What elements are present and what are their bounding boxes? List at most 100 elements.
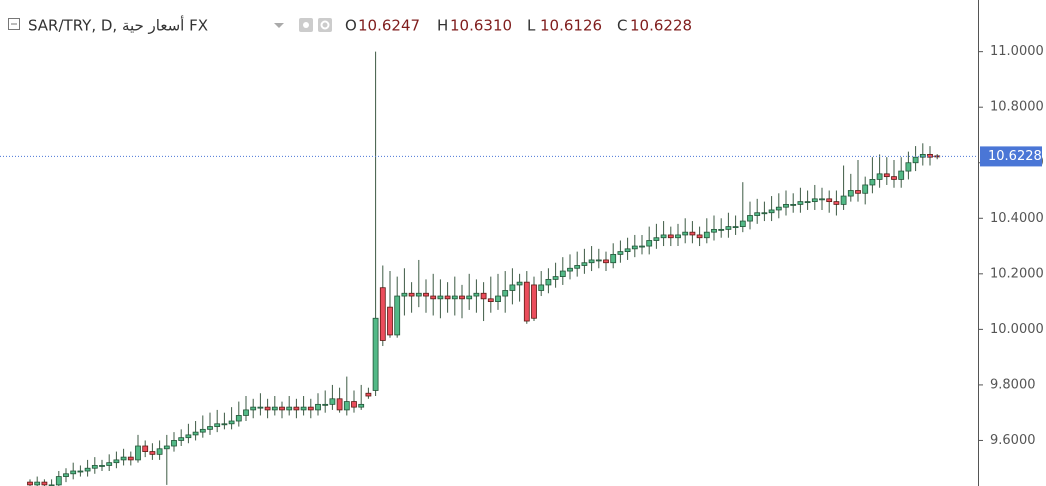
ohlc-value: 10.6310 — [450, 17, 512, 35]
candle-body — [91, 465, 98, 469]
candle-body — [394, 295, 401, 336]
candle-body — [667, 234, 674, 239]
candle-body — [451, 295, 458, 300]
ohlc-value: 10.6126 — [540, 17, 602, 35]
candle-body — [41, 481, 48, 486]
ohlc-name: C — [617, 17, 627, 35]
candle-body — [567, 267, 573, 272]
symbol-title: SAR/TRY, D, أسعار حية FX — [28, 16, 208, 35]
candle-body — [847, 190, 854, 197]
candle-body — [336, 398, 343, 411]
candle-body — [387, 306, 393, 336]
candle-body — [559, 270, 566, 278]
candle-body — [574, 265, 581, 269]
candle-body — [70, 470, 77, 475]
candle-body — [84, 467, 91, 472]
candle-body — [646, 240, 653, 247]
candle-body — [711, 228, 717, 233]
candle-body — [77, 470, 84, 473]
candle-body — [401, 292, 408, 297]
candle-body — [833, 201, 840, 205]
candle-body — [631, 245, 638, 250]
candle-body — [509, 284, 516, 291]
candle-body — [459, 295, 465, 300]
candle-body — [250, 406, 257, 411]
plot-area — [0, 51, 978, 486]
candle-body — [603, 259, 609, 264]
candle-body — [235, 415, 242, 422]
candle-body — [163, 445, 170, 450]
candle-body — [639, 245, 645, 248]
candle-body — [379, 287, 386, 341]
ohlc-legend: O 10.6247 H 10.6310 L 10.6126 C 10.6228 — [345, 17, 692, 35]
candle-body — [545, 278, 552, 286]
candle-body — [99, 465, 105, 467]
candle-body — [538, 284, 545, 291]
candle-body — [624, 248, 631, 253]
candle-body — [351, 401, 357, 408]
candle-body — [840, 195, 847, 205]
y-tick-label: 10.8000 — [990, 100, 1044, 115]
candle-body — [106, 462, 113, 466]
candle-body — [63, 473, 69, 477]
candle-body — [264, 406, 271, 411]
candle-body — [365, 392, 372, 397]
candle-body — [934, 155, 941, 158]
last-price-label: 10.6228 — [988, 149, 1042, 164]
candle-body — [199, 428, 206, 433]
settings-icon-gear — [320, 20, 330, 30]
candle-body — [761, 212, 768, 215]
candle-body — [804, 201, 811, 204]
candle-body — [34, 481, 41, 486]
candle-body — [466, 295, 473, 300]
candle-body — [660, 234, 667, 239]
candle-body — [696, 234, 703, 239]
candle-body — [811, 198, 818, 203]
settings-icon[interactable] — [318, 18, 332, 32]
candle-body — [444, 295, 451, 300]
candle-body — [185, 434, 192, 439]
candle-body — [610, 253, 617, 264]
candle-body — [826, 198, 833, 203]
ohlc-value: 10.6228 — [630, 17, 692, 35]
candle-body — [675, 234, 681, 239]
candle-body — [55, 476, 62, 486]
candle-body — [790, 203, 797, 206]
candle-body — [775, 206, 782, 211]
candle-body — [156, 448, 163, 455]
y-tick-label: 10.4000 — [990, 211, 1044, 226]
ohlc-name: O — [345, 17, 357, 35]
candle-body — [725, 226, 732, 230]
candle-body — [300, 406, 307, 411]
candle-body — [855, 190, 861, 194]
candle-body — [739, 220, 746, 228]
y-tick-label: 9.8000 — [990, 377, 1036, 392]
candle-body — [487, 298, 494, 302]
candle-body — [135, 445, 141, 461]
candle-body — [883, 173, 890, 178]
candle-body — [912, 156, 919, 164]
candle-body — [617, 251, 624, 255]
collapse-icon[interactable] — [8, 18, 20, 30]
y-tick-label: 11.0000 — [990, 44, 1044, 59]
candle-body — [754, 212, 761, 216]
candle-body — [862, 184, 869, 194]
dropdown-arrow[interactable] — [274, 23, 284, 28]
candle-body — [307, 406, 314, 411]
candle-body — [718, 228, 725, 231]
candle-body — [257, 406, 264, 409]
header-bg — [0, 8, 700, 44]
candle-body — [653, 237, 660, 241]
candle-body — [358, 403, 365, 408]
candle-body — [927, 154, 933, 158]
candle-body — [329, 398, 336, 405]
candle-body — [869, 179, 876, 186]
candle-body — [207, 426, 213, 430]
candle-body — [113, 459, 120, 464]
candle-body — [293, 406, 300, 411]
candle-body — [819, 198, 825, 201]
candle-body — [919, 154, 926, 158]
candle-body — [473, 292, 480, 297]
y-tick-label: 9.6000 — [990, 433, 1036, 448]
candle-body — [495, 295, 501, 302]
